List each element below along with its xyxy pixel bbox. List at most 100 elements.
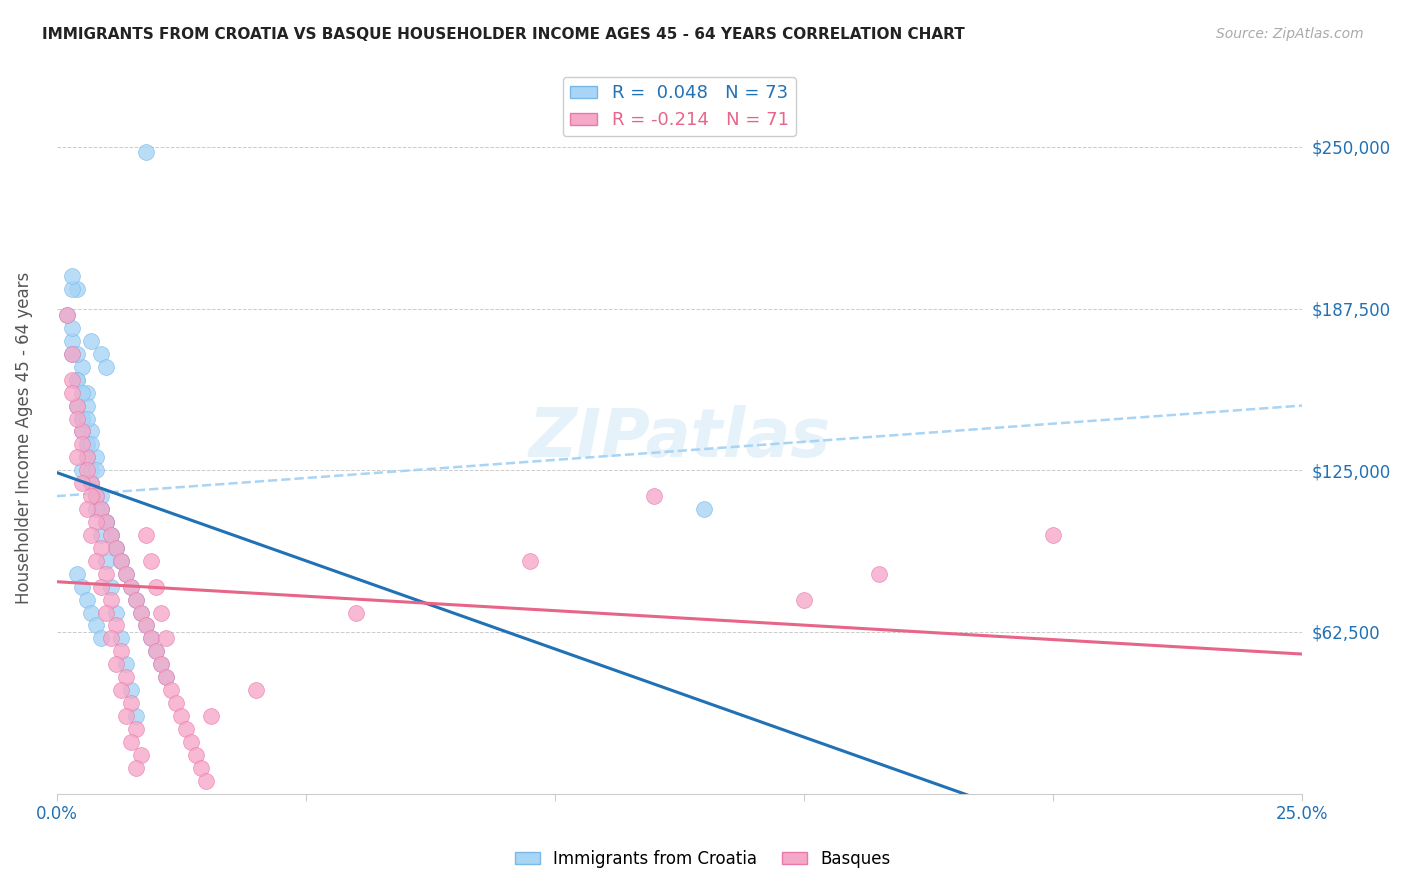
Point bbox=[643, 489, 665, 503]
Point bbox=[86, 463, 108, 477]
Point bbox=[76, 463, 98, 477]
Point bbox=[55, 308, 77, 322]
Point bbox=[120, 683, 142, 698]
Point bbox=[125, 761, 148, 775]
Point bbox=[90, 502, 112, 516]
Point bbox=[90, 528, 112, 542]
Point bbox=[129, 606, 152, 620]
Point bbox=[115, 670, 138, 684]
Point bbox=[60, 347, 83, 361]
Point bbox=[90, 541, 112, 555]
Point bbox=[80, 606, 103, 620]
Point bbox=[65, 411, 87, 425]
Point bbox=[129, 747, 152, 762]
Point bbox=[150, 606, 173, 620]
Point bbox=[96, 554, 118, 568]
Point bbox=[160, 683, 183, 698]
Point bbox=[105, 606, 128, 620]
Y-axis label: Householder Income Ages 45 - 64 years: Householder Income Ages 45 - 64 years bbox=[15, 272, 32, 604]
Point bbox=[180, 735, 202, 749]
Point bbox=[105, 541, 128, 555]
Point bbox=[60, 347, 83, 361]
Point bbox=[125, 709, 148, 723]
Point bbox=[90, 580, 112, 594]
Point bbox=[90, 489, 112, 503]
Point bbox=[141, 632, 163, 646]
Point bbox=[86, 618, 108, 632]
Point bbox=[76, 385, 98, 400]
Text: IMMIGRANTS FROM CROATIA VS BASQUE HOUSEHOLDER INCOME AGES 45 - 64 YEARS CORRELAT: IMMIGRANTS FROM CROATIA VS BASQUE HOUSEH… bbox=[42, 27, 965, 42]
Point bbox=[65, 373, 87, 387]
Point bbox=[86, 489, 108, 503]
Point bbox=[100, 528, 122, 542]
Point bbox=[105, 657, 128, 672]
Point bbox=[110, 554, 132, 568]
Point bbox=[115, 566, 138, 581]
Point bbox=[100, 592, 122, 607]
Point bbox=[65, 399, 87, 413]
Point bbox=[125, 722, 148, 736]
Point bbox=[96, 515, 118, 529]
Point bbox=[120, 696, 142, 710]
Point bbox=[80, 489, 103, 503]
Point bbox=[76, 592, 98, 607]
Point bbox=[120, 580, 142, 594]
Point bbox=[100, 632, 122, 646]
Point bbox=[70, 580, 93, 594]
Point bbox=[145, 580, 167, 594]
Point bbox=[86, 489, 108, 503]
Point bbox=[80, 476, 103, 491]
Point bbox=[190, 761, 212, 775]
Point bbox=[70, 411, 93, 425]
Point bbox=[70, 463, 93, 477]
Point bbox=[145, 644, 167, 658]
Point bbox=[90, 502, 112, 516]
Point bbox=[65, 347, 87, 361]
Point bbox=[793, 592, 815, 607]
Point bbox=[80, 463, 103, 477]
Point bbox=[155, 632, 177, 646]
Point bbox=[96, 515, 118, 529]
Point bbox=[70, 359, 93, 374]
Point bbox=[110, 554, 132, 568]
Point bbox=[70, 411, 93, 425]
Point bbox=[150, 657, 173, 672]
Point bbox=[65, 399, 87, 413]
Point bbox=[184, 747, 207, 762]
Point bbox=[110, 554, 132, 568]
Point bbox=[76, 437, 98, 451]
Point bbox=[125, 592, 148, 607]
Point bbox=[195, 773, 218, 788]
Point bbox=[105, 541, 128, 555]
Point bbox=[60, 282, 83, 296]
Point bbox=[344, 606, 367, 620]
Point bbox=[90, 502, 112, 516]
Point bbox=[70, 476, 93, 491]
Point bbox=[80, 437, 103, 451]
Point bbox=[120, 580, 142, 594]
Point bbox=[80, 476, 103, 491]
Point bbox=[105, 541, 128, 555]
Point bbox=[76, 502, 98, 516]
Point bbox=[141, 632, 163, 646]
Point bbox=[70, 425, 93, 439]
Point bbox=[96, 606, 118, 620]
Point bbox=[96, 359, 118, 374]
Point bbox=[86, 554, 108, 568]
Point bbox=[76, 450, 98, 465]
Point bbox=[80, 476, 103, 491]
Point bbox=[200, 709, 222, 723]
Point bbox=[70, 425, 93, 439]
Point bbox=[86, 502, 108, 516]
Point bbox=[65, 450, 87, 465]
Point bbox=[65, 282, 87, 296]
Point bbox=[165, 696, 187, 710]
Point bbox=[115, 709, 138, 723]
Point bbox=[115, 566, 138, 581]
Point bbox=[86, 515, 108, 529]
Point bbox=[65, 373, 87, 387]
Point bbox=[110, 644, 132, 658]
Point bbox=[519, 554, 541, 568]
Point bbox=[76, 437, 98, 451]
Point bbox=[70, 385, 93, 400]
